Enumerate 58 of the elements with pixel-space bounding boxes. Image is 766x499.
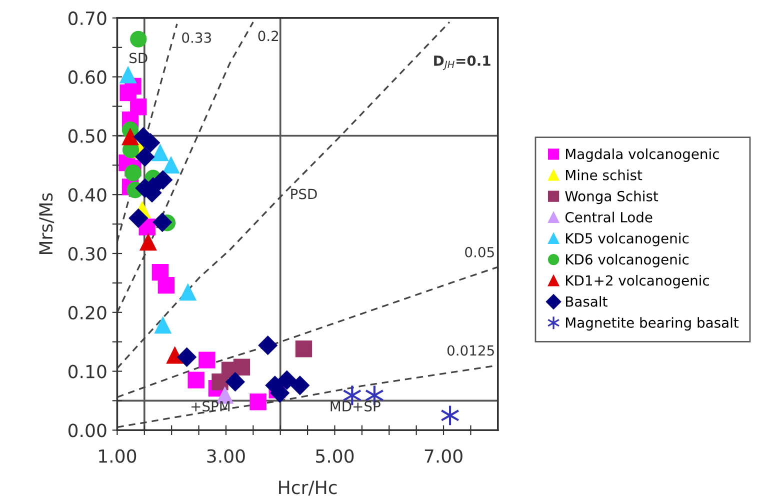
point	[140, 234, 157, 251]
point	[277, 370, 296, 390]
y-tick-label: 0.70	[68, 11, 106, 26]
legend-label: KD5 volcanogenic	[566, 232, 689, 246]
legend-label: KD1+2 volcanogenic	[566, 274, 709, 288]
series-label: 0.0125	[447, 345, 494, 356]
point	[212, 374, 228, 390]
annotation: PSD	[291, 188, 317, 200]
x-tick-label: 1.00	[99, 449, 136, 463]
series-label: D$_{JH}$=0.1	[434, 55, 490, 70]
legend-label: Wonga Schist	[565, 190, 658, 204]
point	[153, 170, 172, 190]
point	[154, 316, 172, 334]
point	[162, 156, 180, 174]
series-label: 0.05	[465, 246, 494, 258]
series-label: 0.2	[258, 30, 278, 42]
x-tick-label: 3.00	[207, 449, 245, 463]
series-label: 0.33	[182, 32, 211, 43]
annotation: MD+SP	[330, 400, 380, 412]
line-series	[117, 266, 498, 398]
legend-label: KD6 volcanogenic	[566, 254, 689, 268]
y-tick-label: 0.40	[68, 188, 106, 202]
y-tick-label: 0.10	[68, 364, 106, 378]
point	[177, 348, 196, 367]
legend-label: Magnetite bearing basalt	[566, 317, 739, 331]
point	[188, 372, 204, 388]
point	[290, 376, 310, 395]
x-tick-label: 7.00	[424, 449, 462, 463]
y-tick-label: 0.00	[68, 424, 106, 438]
line-series	[117, 21, 254, 314]
point	[440, 404, 460, 426]
x-tick-label: 5.00	[316, 449, 354, 463]
point	[152, 212, 172, 232]
point	[180, 284, 196, 301]
y-axis-title: Mrs/Ms	[39, 193, 54, 254]
point	[258, 336, 278, 355]
annotation: +SPM	[192, 400, 230, 412]
legend-label: Magdala volcanogenic	[566, 148, 719, 162]
point	[120, 66, 136, 84]
legend-label: Central Lode	[565, 212, 652, 222]
legend-label: Basalt	[566, 296, 608, 307]
point	[128, 208, 148, 228]
x-axis-title: Hcr/Hc	[279, 480, 337, 496]
point	[198, 352, 216, 368]
point	[152, 144, 168, 162]
point	[124, 164, 142, 182]
point	[135, 147, 154, 166]
point	[295, 340, 312, 358]
legend-label: Mine schist	[566, 170, 642, 180]
point	[250, 394, 266, 410]
point	[130, 30, 147, 48]
point	[226, 372, 245, 392]
y-tick-label: 0.30	[68, 246, 106, 261]
point	[122, 128, 139, 146]
y-tick-label: 0.60	[68, 70, 106, 84]
y-tick-label: 0.50	[68, 129, 106, 143]
point	[158, 276, 174, 294]
y-tick-label: 0.20	[68, 306, 106, 320]
